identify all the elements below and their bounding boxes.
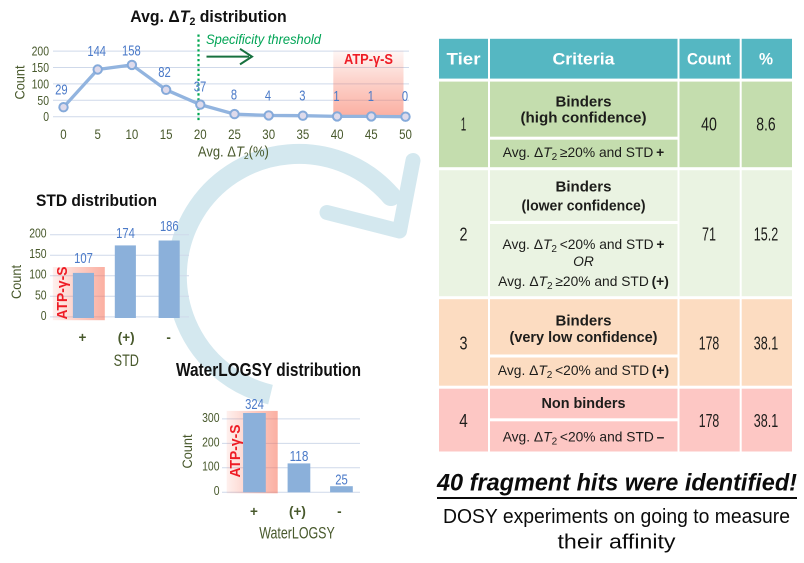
svg-text:100: 100: [202, 460, 219, 474]
svg-text:8.6: 8.6: [756, 113, 775, 134]
svg-text:186: 186: [160, 218, 179, 235]
svg-text:+: +: [250, 504, 258, 519]
svg-text:Tier: Tier: [447, 50, 482, 68]
svg-text:0: 0: [41, 309, 47, 323]
svg-text:ATP-γ-S: ATP-γ-S: [344, 51, 393, 68]
svg-text:Count: Count: [12, 65, 28, 99]
svg-text:15.2: 15.2: [754, 223, 778, 244]
svg-text:178: 178: [699, 410, 720, 431]
svg-text:200: 200: [202, 435, 219, 449]
svg-text:1: 1: [333, 88, 339, 105]
svg-text:100: 100: [29, 268, 46, 282]
svg-text:0: 0: [60, 127, 66, 142]
svg-text:Avg. ΔT2 <20% and STD –: Avg. ΔT2 <20% and STD –: [503, 430, 665, 448]
svg-text:3: 3: [299, 88, 305, 105]
svg-text:25: 25: [228, 127, 241, 142]
svg-text:107: 107: [74, 250, 93, 267]
svg-text:Count: Count: [8, 265, 24, 299]
svg-text:(+): (+): [118, 330, 135, 345]
svg-text:Binders: Binders: [556, 94, 612, 111]
svg-text:OR: OR: [573, 254, 594, 269]
svg-text:200: 200: [32, 45, 49, 59]
svg-text:0: 0: [402, 88, 408, 105]
svg-text:15: 15: [160, 127, 173, 142]
svg-text:0: 0: [214, 484, 220, 498]
svg-text:Avg. ΔT2(%): Avg. ΔT2(%): [198, 145, 269, 163]
svg-text:Avg. ΔT2 ≥20% and STD (+): Avg. ΔT2 ≥20% and STD (+): [498, 274, 669, 292]
svg-text:Avg. ΔT2 distribution: Avg. ΔT2 distribution: [130, 8, 286, 28]
svg-text:324: 324: [245, 396, 264, 413]
svg-text:0: 0: [43, 110, 49, 124]
svg-text:their affinity: their affinity: [558, 531, 677, 554]
svg-text:50: 50: [37, 94, 49, 108]
svg-text:Criteria: Criteria: [553, 50, 616, 68]
svg-text:5: 5: [95, 127, 101, 142]
svg-text:+: +: [79, 330, 87, 345]
svg-text:-: -: [166, 330, 171, 345]
svg-text:300: 300: [202, 411, 219, 425]
svg-text:50: 50: [35, 288, 47, 302]
svg-text:150: 150: [29, 247, 46, 261]
svg-text:174: 174: [116, 225, 135, 242]
svg-text:ATP-γ-S: ATP-γ-S: [228, 424, 244, 477]
svg-text:Avg. ΔT2 <20% and STD (+): Avg. ΔT2 <20% and STD (+): [498, 363, 669, 381]
svg-text:20: 20: [194, 127, 207, 142]
svg-text:Avg. ΔT2 <20% and STD +: Avg. ΔT2 <20% and STD +: [503, 237, 665, 255]
svg-text:118: 118: [290, 448, 309, 465]
svg-text:Non binders: Non binders: [542, 395, 626, 412]
svg-text:STD distribution: STD distribution: [36, 191, 157, 210]
svg-text:-: -: [337, 504, 342, 519]
svg-text:(lower confidence): (lower confidence): [522, 198, 646, 215]
svg-text:(+): (+): [289, 504, 306, 519]
svg-text:40: 40: [701, 113, 717, 134]
svg-text:Binders: Binders: [556, 313, 612, 330]
svg-text:38.1: 38.1: [754, 410, 778, 431]
svg-text:29: 29: [55, 82, 68, 99]
svg-text:Count: Count: [179, 434, 195, 468]
svg-text:50: 50: [399, 127, 412, 142]
svg-text:2: 2: [460, 223, 468, 244]
svg-text:WaterLOGSY distribution: WaterLOGSY distribution: [176, 360, 361, 380]
svg-text:82: 82: [158, 64, 171, 81]
svg-text:Specificity threshold: Specificity threshold: [206, 31, 322, 47]
svg-text:4: 4: [265, 88, 271, 105]
svg-text:8: 8: [231, 87, 237, 104]
svg-text:WaterLOGSY: WaterLOGSY: [259, 524, 335, 543]
svg-text:178: 178: [699, 333, 720, 354]
svg-text:ATP-γ-S: ATP-γ-S: [55, 266, 71, 319]
svg-text:10: 10: [126, 127, 139, 142]
svg-text:(very low confidence): (very low confidence): [510, 329, 658, 346]
svg-text:150: 150: [32, 61, 49, 75]
svg-text:1: 1: [461, 113, 467, 134]
svg-text:30: 30: [262, 127, 275, 142]
svg-text:45: 45: [365, 127, 378, 142]
svg-text:200: 200: [29, 227, 46, 241]
svg-text:Binders: Binders: [556, 179, 612, 196]
svg-text:40: 40: [331, 127, 344, 142]
svg-text:40 fragment hits were identifi: 40 fragment hits were identified!: [436, 470, 797, 497]
svg-text:1: 1: [368, 88, 374, 105]
svg-text:Avg. ΔT2 ≥20% and STD +: Avg. ΔT2 ≥20% and STD +: [503, 145, 664, 163]
svg-text:144: 144: [87, 43, 106, 60]
svg-text:38.1: 38.1: [754, 333, 778, 354]
svg-text:71: 71: [702, 223, 716, 244]
svg-text:4: 4: [459, 410, 468, 431]
svg-text:37: 37: [194, 79, 207, 96]
svg-text:25: 25: [335, 472, 348, 489]
svg-text:158: 158: [122, 43, 141, 60]
svg-text:3: 3: [460, 333, 468, 354]
svg-text:STD: STD: [114, 351, 139, 370]
svg-text:DOSY experiments on going to m: DOSY experiments on going to measure: [443, 505, 790, 528]
svg-text:(high confidence): (high confidence): [521, 110, 647, 127]
svg-text:100: 100: [32, 77, 49, 91]
svg-text:Count: Count: [687, 50, 731, 68]
svg-text:35: 35: [297, 127, 310, 142]
svg-text:%: %: [759, 50, 773, 68]
